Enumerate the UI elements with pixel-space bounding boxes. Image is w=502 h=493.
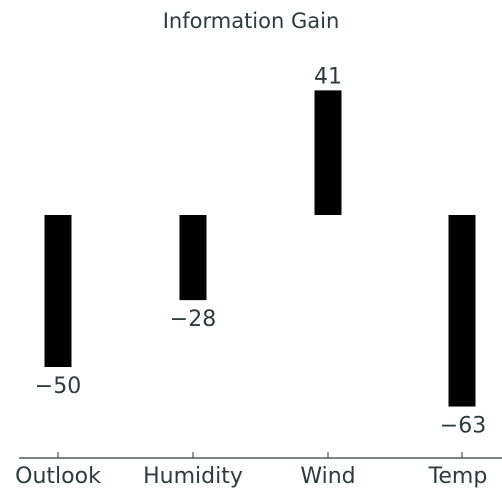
bar-humidity xyxy=(179,215,207,301)
x-tick-label-temp: Temp xyxy=(428,464,488,489)
x-tick-label-wind: Wind xyxy=(300,464,355,489)
x-tick-label-humidity: Humidity xyxy=(143,464,243,489)
data-label-temp: −63 xyxy=(440,414,486,439)
data-label-outlook: −50 xyxy=(35,374,81,399)
x-tick-label-outlook: Outlook xyxy=(15,464,101,489)
bar-outlook xyxy=(44,215,72,367)
x-ticks-group: Outlook Humidity Wind Temp xyxy=(15,452,487,489)
bars-group: −50 −28 41 −63 xyxy=(35,64,486,438)
data-label-wind: 41 xyxy=(314,64,342,89)
chart-title: Information Gain xyxy=(163,9,340,33)
data-label-humidity: −28 xyxy=(170,307,216,332)
bar-wind xyxy=(314,90,342,215)
bar-temp xyxy=(448,215,476,407)
